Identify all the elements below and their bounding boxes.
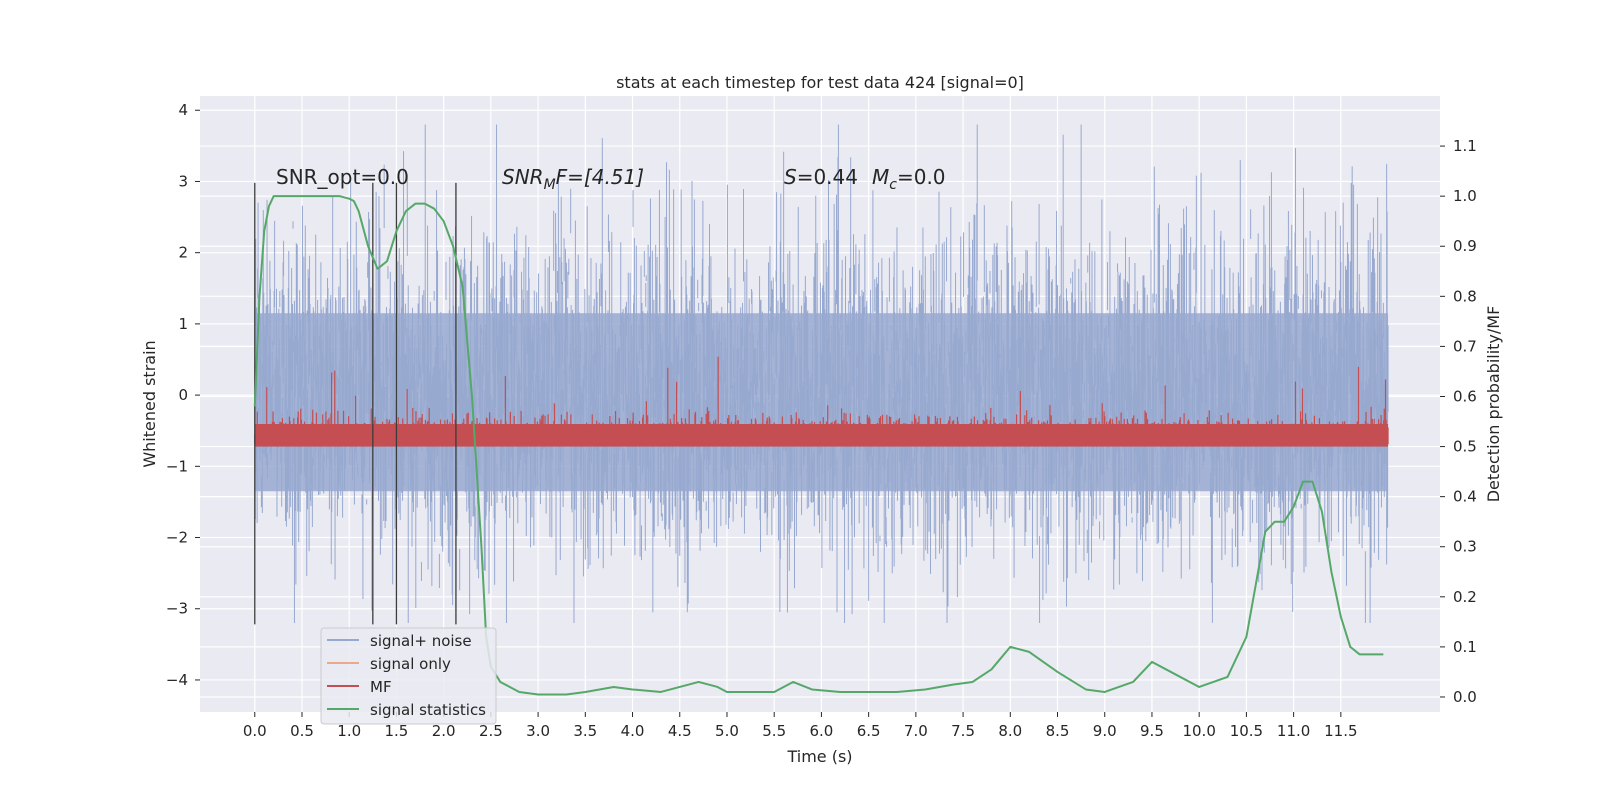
y2-axis-ticks: 0.0 0.1 0.2 0.3 0.4 0.5 0.6 0.7 0.8 0.9 1.0 1.1: [1440, 137, 1477, 706]
y2-tick-label: 0.1: [1453, 638, 1477, 656]
annotation-s-value: =0.44: [797, 165, 858, 189]
x-tick-label: 9.5: [1140, 722, 1164, 740]
annotation-mc-symbol: M: [872, 165, 889, 189]
y-tick-label: 3: [178, 172, 188, 190]
y2-axis-label: Detection probability/MF: [1484, 306, 1503, 503]
x-tick-label: 11.0: [1277, 722, 1310, 740]
x-tick-label: 8.5: [1046, 722, 1070, 740]
y2-tick-label: 0.9: [1453, 237, 1477, 255]
x-tick-label: 3.5: [573, 722, 597, 740]
y-tick-label: −2: [166, 529, 188, 547]
x-tick-label: 10.0: [1182, 722, 1215, 740]
x-tick-label: 5.0: [715, 722, 739, 740]
legend-label-signal-statistics: signal statistics: [370, 701, 486, 719]
x-tick-label: 8.0: [998, 722, 1022, 740]
x-tick-label: 1.5: [385, 722, 409, 740]
y-tick-label: −3: [166, 600, 188, 618]
annotation-s-symbol: S: [784, 165, 797, 189]
x-tick-label: 5.5: [762, 722, 786, 740]
y2-tick-label: 0.5: [1453, 438, 1477, 456]
y-tick-label: −1: [166, 457, 188, 475]
y2-tick-label: 0.2: [1453, 588, 1477, 606]
series-signal-statistics: [253, 195, 1384, 696]
x-tick-label: 10.5: [1230, 722, 1263, 740]
y2-tick-label: 1.0: [1453, 187, 1477, 205]
x-axis-label: Time (s): [786, 747, 852, 766]
legend-label-mf: MF: [370, 678, 392, 696]
y-tick-label: −4: [166, 671, 188, 689]
x-tick-label: 1.0: [337, 722, 361, 740]
annotation-snr-mf-value: F=[4.51]: [556, 165, 644, 189]
series-signal-noise: [254, 124, 1389, 623]
x-tick-label: 4.5: [668, 722, 692, 740]
y-tick-label: 2: [178, 244, 188, 262]
x-tick-label: 2.5: [479, 722, 503, 740]
annotation-snr-opt: SNR_opt=0.0: [276, 165, 409, 189]
y-tick-label: 4: [178, 101, 188, 119]
y2-tick-label: 1.1: [1453, 137, 1477, 155]
y2-tick-label: 0.0: [1453, 688, 1477, 706]
annotation-mc-value: =0.0: [897, 165, 946, 189]
signal-statistics-line: [253, 195, 1384, 696]
legend-label-signal-noise: signal+ noise: [370, 632, 472, 650]
x-tick-label: 11.5: [1324, 722, 1357, 740]
legend: signal+ noise signal only MF signal stat…: [320, 627, 497, 725]
y2-tick-label: 0.4: [1453, 488, 1477, 506]
x-axis-ticks: 0.0 0.5 1.0 1.5 2.0 2.5 3.0 3.5 4.0 4.5 5.0 5.5 6.0 6…: [243, 712, 1358, 740]
y-tick-label: 1: [178, 315, 188, 333]
x-tick-label: 0.5: [290, 722, 314, 740]
y-axis-ticks: −4 −3 −2 −1 0 1 2 3 4: [166, 101, 200, 689]
x-tick-label: 0.0: [243, 722, 267, 740]
y2-tick-label: 0.3: [1453, 538, 1477, 556]
annotation-snr-mf-symbol: SNR: [502, 165, 544, 189]
x-tick-label: 6.0: [809, 722, 833, 740]
chart-title: stats at each timestep for test data 424…: [616, 73, 1024, 92]
y-axis-label: Whitened strain: [140, 340, 159, 467]
annotation-snr-mf: SNRMF=[4.51]: [502, 165, 644, 193]
annotation-mc-subscript: c: [889, 177, 897, 193]
annotation-s-mc: S=0.44 Mc=0.0: [784, 165, 946, 193]
x-tick-label: 9.0: [1093, 722, 1117, 740]
x-tick-label: 4.0: [621, 722, 645, 740]
x-tick-label: 6.5: [857, 722, 881, 740]
annotation-snr-mf-subscript: M: [544, 177, 556, 193]
y2-tick-label: 0.7: [1453, 337, 1477, 355]
x-tick-label: 2.0: [432, 722, 456, 740]
legend-label-signal-only: signal only: [370, 655, 451, 673]
x-tick-label: 3.0: [526, 722, 550, 740]
y2-tick-label: 0.8: [1453, 287, 1477, 305]
x-tick-label: 7.0: [904, 722, 928, 740]
series-mf: [254, 356, 1389, 447]
y-tick-label: 0: [178, 386, 188, 404]
x-tick-label: 7.5: [951, 722, 975, 740]
y2-tick-label: 0.6: [1453, 387, 1477, 405]
